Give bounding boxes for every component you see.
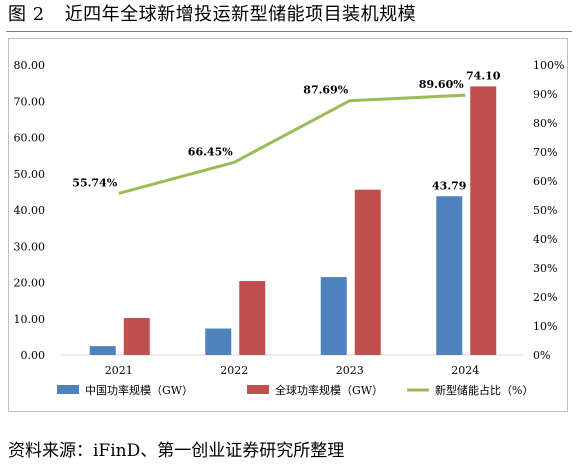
bar-global: [354, 189, 381, 355]
y-left-tick-label: 80.00: [14, 59, 46, 72]
y-right-tick-label: 90%: [533, 88, 557, 101]
line-data-label: 66.45%: [188, 145, 233, 158]
figure-title-text: 近四年全球新增投运新型储能项目装机规模: [64, 4, 417, 25]
bar-global: [470, 86, 497, 355]
y-left-tick-label: 40.00: [14, 204, 46, 217]
y-right-tick-label: 10%: [533, 320, 557, 333]
chart-frame: 0.00 10.00 20.00 30.00 40.00 50.00 60.00 70.00 8…: [8, 38, 568, 412]
x-tick-label: 2021: [105, 364, 133, 377]
bar-data-label: 43.79: [432, 179, 466, 192]
y-left-tick-label: 50.00: [14, 168, 46, 181]
y-right-tick-label: 80%: [533, 117, 557, 130]
bar-data-label: 74.10: [466, 69, 501, 82]
y-right-tick-label: 20%: [533, 291, 557, 304]
legend-bar-swatch: [57, 385, 79, 394]
y-left-tick-label: 20.00: [14, 277, 46, 290]
y-right-tick-label: 100%: [533, 59, 564, 72]
bar-china: [205, 328, 232, 355]
y-right-tick-label: 40%: [533, 233, 557, 246]
legend-label: 新型储能占比（%）: [435, 383, 533, 397]
y-left-tick-label: 0.00: [21, 349, 46, 362]
x-tick-label: 2022: [220, 364, 248, 377]
y-left-tick-label: 10.00: [14, 313, 46, 326]
y-right-tick-label: 30%: [533, 262, 557, 275]
y-left-tick-label: 70.00: [14, 95, 46, 108]
y-right-tick-label: 50%: [533, 204, 557, 217]
bar-global: [123, 318, 150, 355]
line-data-label: 55.74%: [72, 176, 117, 189]
figure-title: 图 2 近四年全球新增投运新型储能项目装机规模: [8, 4, 416, 26]
y-left-tick-label: 30.00: [14, 240, 46, 253]
bar-china: [320, 277, 347, 355]
title-divider: [6, 31, 572, 32]
line-data-label: 89.60%: [419, 78, 464, 91]
y-right-tick-label: 60%: [533, 175, 557, 188]
line-data-label: 87.69%: [303, 84, 348, 97]
bar-china: [436, 196, 463, 355]
x-tick-label: 2024: [451, 364, 479, 377]
legend-bar-swatch: [247, 385, 269, 394]
bar-global: [239, 281, 266, 355]
y-right-tick-label: 70%: [533, 146, 557, 159]
legend-label: 全球功率规模（GW）: [275, 383, 383, 397]
legend-label: 中国功率规模（GW）: [85, 383, 193, 397]
y-left-tick-label: 60.00: [14, 132, 46, 145]
x-tick-label: 2023: [336, 364, 364, 377]
source-note: 资料来源：iFinD、第一创业证券研究所整理: [8, 441, 345, 461]
y-right-tick-label: 0%: [533, 349, 550, 362]
combo-chart: 0.00 10.00 20.00 30.00 40.00 50.00 60.00 70.00 8…: [14, 59, 565, 397]
share-line: [118, 93, 466, 195]
bar-china: [89, 346, 116, 355]
figure-label: 图 2: [8, 4, 45, 25]
